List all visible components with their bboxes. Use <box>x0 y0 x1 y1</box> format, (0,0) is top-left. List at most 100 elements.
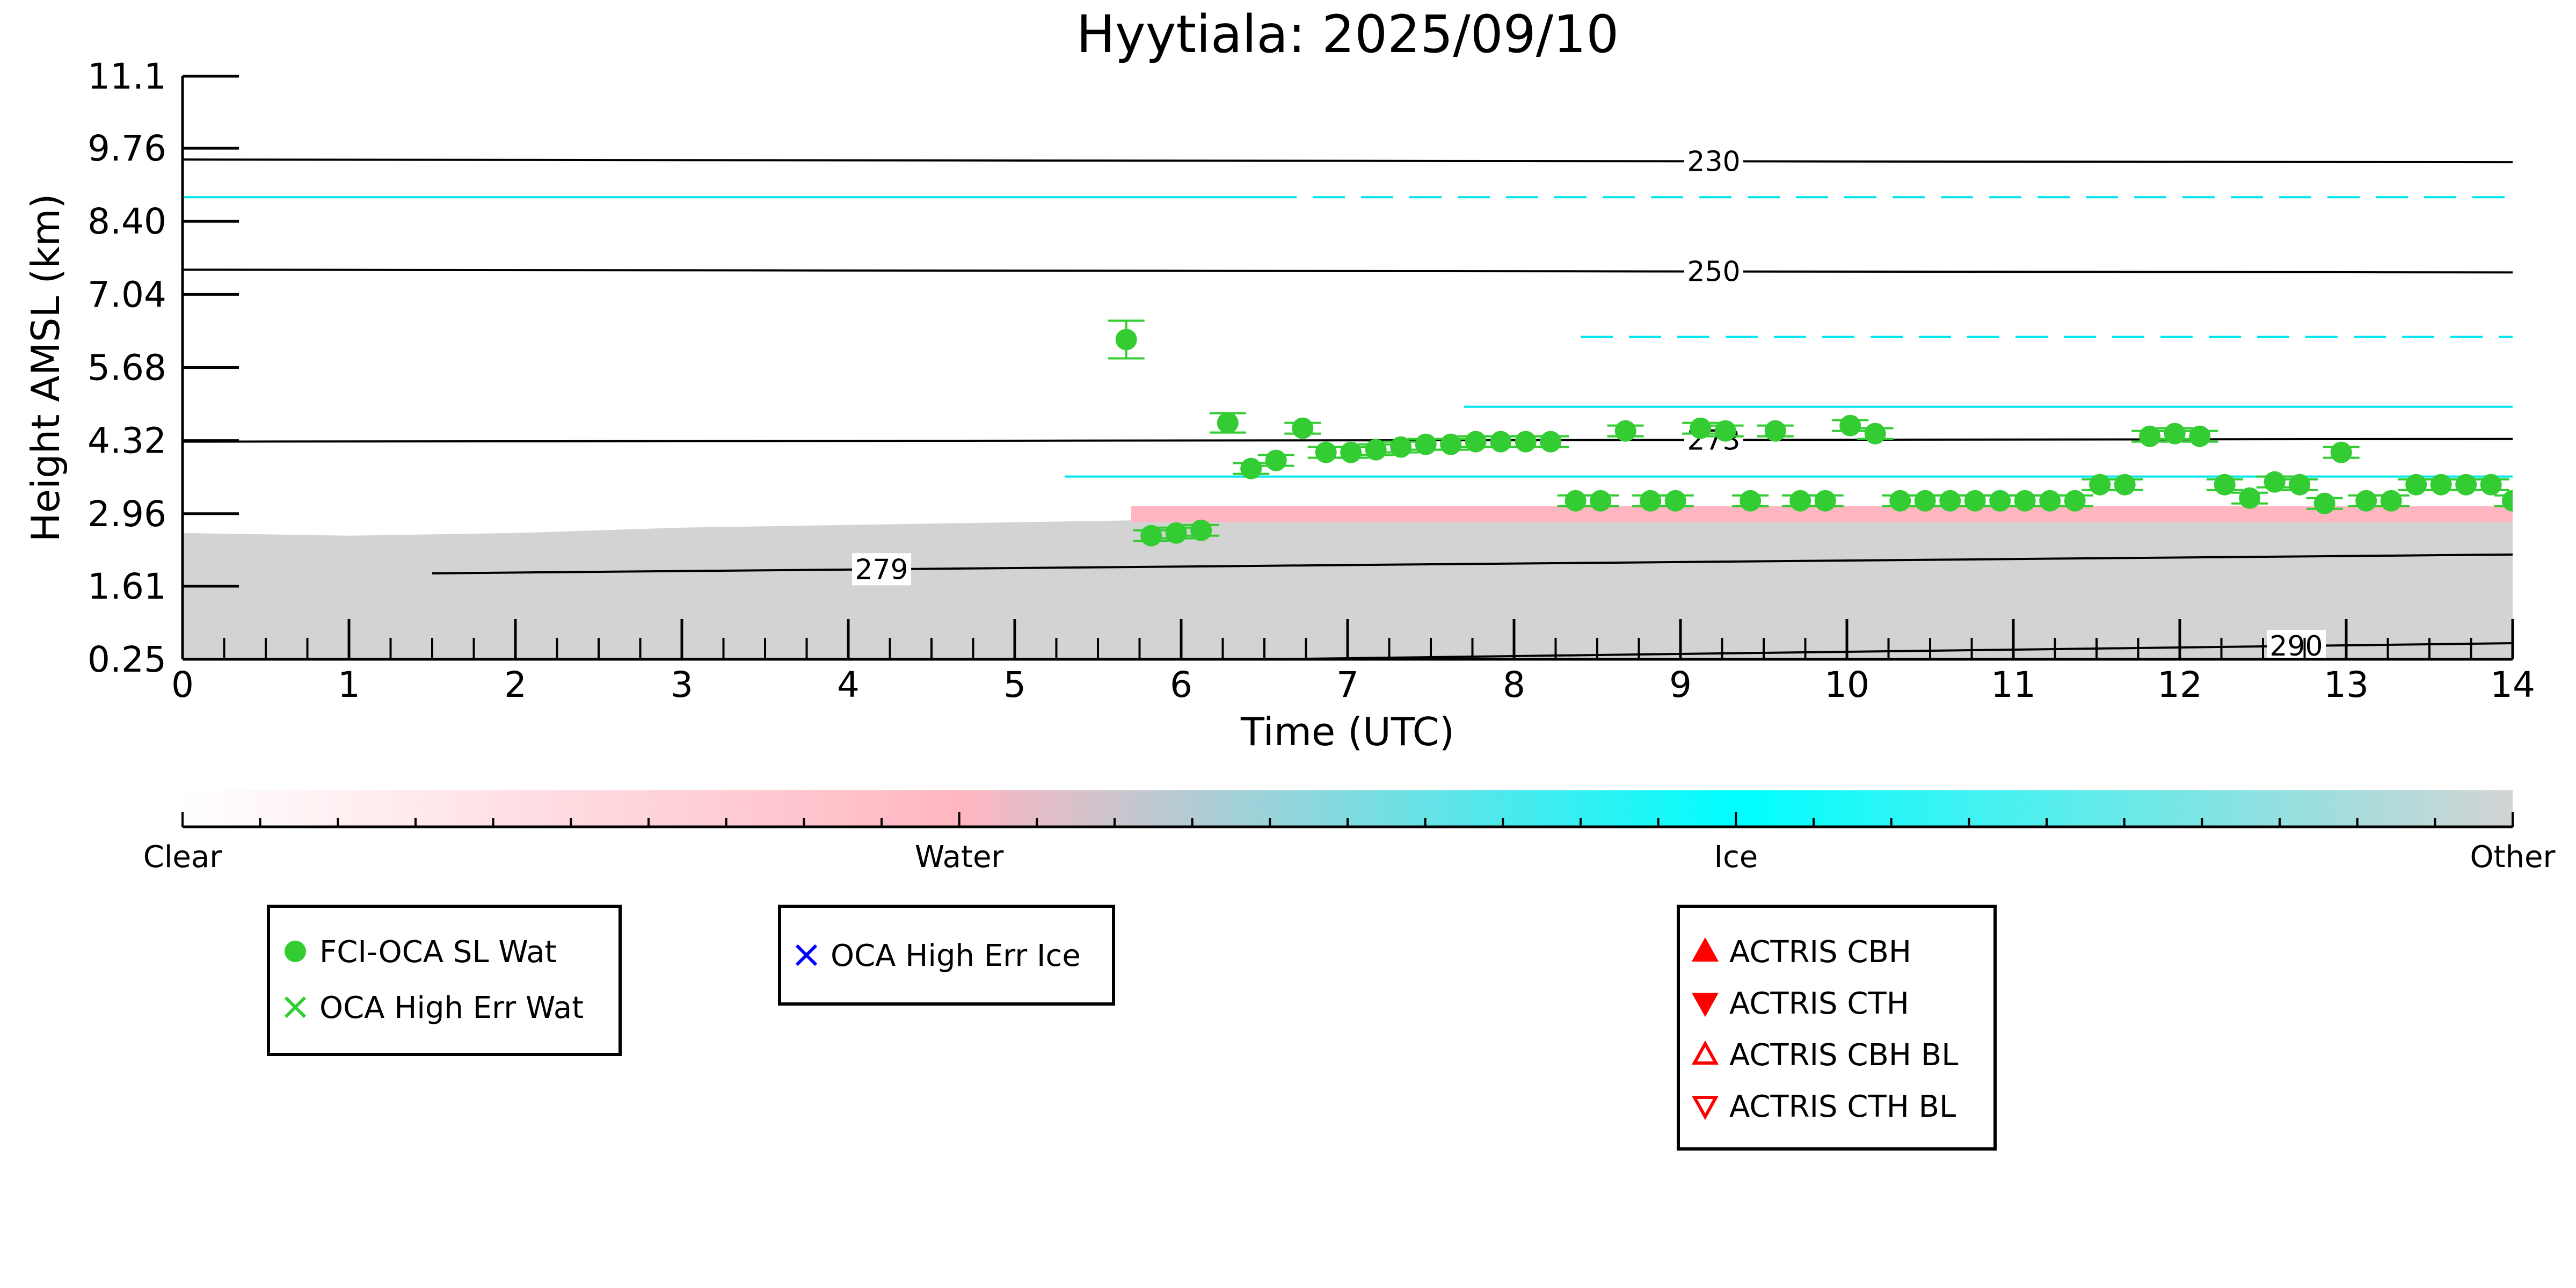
data-point <box>2039 490 2061 512</box>
data-point <box>1165 522 1187 544</box>
legends: FCI-OCA SL Wat OCA High Err Wat OCA High E… <box>267 905 1997 1151</box>
data-point <box>2313 492 2335 514</box>
temperature-contour <box>432 553 2513 574</box>
data-point <box>1315 441 1337 463</box>
y-tick-label: 1.61 <box>88 566 166 607</box>
data-point <box>2114 474 2136 496</box>
data-point <box>2480 474 2502 496</box>
data-point <box>1640 490 1662 512</box>
legend-box: OCA High Err Ice <box>778 905 1115 1006</box>
contour-label-bg <box>852 553 911 586</box>
legend-entry-label: OCA High Err Wat <box>319 991 584 1025</box>
data-point <box>1889 490 1911 512</box>
data-point <box>2380 490 2402 512</box>
temperature-contour <box>183 438 2513 443</box>
x-tick-label: 7 <box>1336 664 1359 705</box>
x-tick-label: 3 <box>671 664 693 705</box>
legend-marker-x <box>284 996 307 1018</box>
data-point <box>1190 519 1212 541</box>
data-point <box>1115 329 1137 351</box>
data-point <box>2455 474 2477 496</box>
data-point <box>1440 433 1462 455</box>
data-point <box>1740 490 1762 512</box>
data-point <box>2405 474 2427 496</box>
x-tick-label: 9 <box>1669 664 1692 705</box>
contour-label: 290 <box>2269 630 2323 663</box>
colorbar-label: Ice <box>1714 840 1758 875</box>
data-point <box>2430 474 2452 496</box>
data-point <box>1390 436 1412 458</box>
colorbar: Clear Water Ice Other <box>143 790 2556 875</box>
data-point <box>2164 423 2186 445</box>
data-point <box>2239 487 2261 509</box>
contour-label-bg <box>1684 255 1743 288</box>
data-point <box>2264 471 2286 493</box>
x-tick-label: 1 <box>338 664 360 705</box>
data-point <box>1240 457 1262 479</box>
contour-label: 279 <box>855 554 908 586</box>
legend-entry-label: FCI-OCA SL Wat <box>319 935 557 970</box>
data-point <box>1590 490 1612 512</box>
colorbar-label: Water <box>915 840 1005 875</box>
x-tick-label: 8 <box>1503 664 1525 705</box>
legend-box: FCI-OCA SL Wat OCA High Err Wat <box>267 905 622 1056</box>
data-point <box>2502 490 2513 512</box>
data-point <box>1292 417 1314 439</box>
contour-label: 230 <box>1687 145 1740 178</box>
data-point <box>1864 423 1886 445</box>
y-tick-label: 9.76 <box>88 128 166 169</box>
legend-marker-circle <box>285 941 306 962</box>
data-point <box>1714 420 1736 442</box>
contour-label: 250 <box>1687 256 1740 288</box>
data-point <box>2214 474 2236 496</box>
x-tick-label: 14 <box>2490 664 2535 705</box>
data-point <box>1939 490 1961 512</box>
legend-marker-x <box>795 944 818 966</box>
x-tick-label: 6 <box>1170 664 1192 705</box>
legend-entry-label: OCA High Err Ice <box>831 938 1081 973</box>
temperature-contour <box>183 158 2513 164</box>
y-tick-label: 11.1 <box>88 56 166 97</box>
legend-entry-label: ACTRIS CBH BL <box>1729 1038 1958 1073</box>
data-point <box>2139 425 2161 447</box>
data-point <box>2330 441 2352 463</box>
legend-marker-triangle-up <box>1691 1040 1719 1065</box>
data-point <box>1465 431 1487 453</box>
data-point <box>1217 412 1239 434</box>
temperature-contour <box>183 268 2513 274</box>
data-point <box>2064 490 2086 512</box>
legend-marker-triangle-down <box>1691 993 1719 1017</box>
legend-marker-triangle-down <box>1691 1096 1719 1120</box>
data-point <box>1564 490 1587 512</box>
chart-title: Hyytiala: 2025/09/10 <box>1076 4 1619 64</box>
legend-entry-label: ACTRIS CTH BL <box>1729 1089 1956 1124</box>
data-point <box>1340 441 1362 463</box>
data-point <box>1265 449 1287 471</box>
data-point <box>1690 417 1712 439</box>
x-tick-label: 13 <box>2324 664 2369 705</box>
data-point <box>1814 490 1836 512</box>
data-point <box>2189 425 2211 447</box>
x-tick-label: 11 <box>1991 664 2036 705</box>
y-tick-label: 5.68 <box>88 347 166 388</box>
legend-frame <box>1677 905 1997 1151</box>
x-tick-label: 2 <box>504 664 527 705</box>
data-point <box>1964 490 1986 512</box>
data-point <box>1140 525 1162 547</box>
data-point <box>2289 474 2311 496</box>
legend-entry-label: ACTRIS CTH <box>1729 986 1909 1021</box>
legend-entry-label: ACTRIS CBH <box>1729 935 1911 970</box>
data-point <box>1614 420 1636 442</box>
y-tick-label: 4.32 <box>88 420 166 462</box>
data-point <box>1989 490 2011 512</box>
data-point <box>1914 490 1936 512</box>
colorbar-label: Clear <box>143 840 222 875</box>
x-tick-label: 4 <box>837 664 860 705</box>
x-tick-label: 5 <box>1003 664 1026 705</box>
y-tick-label: 8.40 <box>88 201 166 242</box>
data-point <box>1490 431 1512 453</box>
y-tick-label: 0.25 <box>88 639 166 680</box>
data-point <box>1515 431 1537 453</box>
data-point <box>2089 474 2111 496</box>
x-tick-label: 12 <box>2157 664 2202 705</box>
